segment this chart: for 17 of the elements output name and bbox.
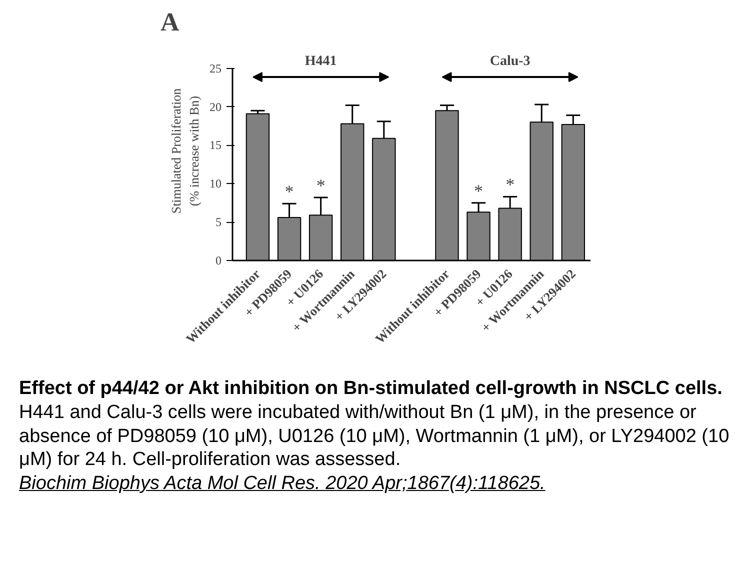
text: Biochim Biophys Acta Mol Cell Res. 2020 Apr;1867(4):118625. [19,472,546,496]
data-label: * [506,174,515,195]
y-tick-label: 5 [216,215,222,230]
data-label: * [284,182,294,202]
data-label: * [316,175,326,196]
text: Effect of p44/42 or Akt inhibition on Bn-stimulated cell-growth in NSCLC cells. [19,377,724,401]
text: H441 and Calu-3 cells were incubated with/without Bn (1 μM), in the presence or absence of PD98059 (10 μM), U0126 (10 μM), Wortmannin (1 μM), or LY294002 (10 μM) for 24 h. Cell-proliferation was assessed. [19,400,730,472]
y-axis-title: Stimulated Proliferation (% increase with Bn) [168,88,202,214]
data-label: * [474,180,484,201]
annotation: Calu-3 [490,54,530,70]
y-tick-label: 0 [216,254,222,268]
chart-title: A [160,8,180,36]
y-tick-label: 20 [210,100,222,114]
annotation: H441 [304,54,337,70]
y-tick-label: 15 [210,138,222,152]
y-tick-label: 10 [210,176,222,191]
y-tick-label: 25 [210,61,222,76]
